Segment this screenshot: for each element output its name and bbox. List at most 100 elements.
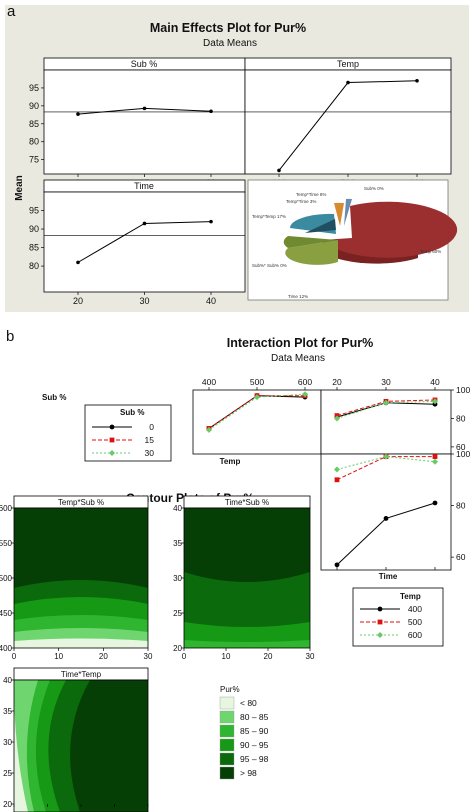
contour1-title: Temp*Sub % bbox=[58, 498, 104, 507]
sub-legend-label: 0 bbox=[149, 422, 154, 432]
sub-ytick-label: 85 bbox=[29, 119, 39, 129]
pie-slice-temptime bbox=[334, 202, 344, 226]
int-temp-top-tick-label: 400 bbox=[202, 377, 216, 387]
pie-label-time: Time 12% bbox=[288, 294, 308, 299]
int-temp-time-point bbox=[334, 477, 340, 483]
int-top-right-tick-label: 100 bbox=[456, 385, 470, 395]
contour3-ytick-label: 30 bbox=[3, 738, 12, 747]
interaction-temp-frame bbox=[192, 389, 322, 455]
sub-legend-label: 15 bbox=[145, 435, 155, 445]
sub-point bbox=[76, 112, 80, 116]
int-temp-time-point bbox=[383, 516, 389, 521]
pie-slice-temptemp-dark bbox=[305, 219, 336, 233]
int-temp-time-point bbox=[334, 466, 340, 473]
int-time-top-tick-label: 40 bbox=[430, 377, 440, 387]
contour2-ytick-label: 40 bbox=[173, 504, 182, 513]
pur-legend-label: 85 – 90 bbox=[240, 726, 269, 736]
temp-header-label: Temp bbox=[337, 59, 359, 69]
pur-legend-swatch bbox=[219, 766, 235, 780]
pie-slice-temp bbox=[322, 201, 458, 258]
contour1-ytick-label: 600 bbox=[0, 504, 13, 513]
contour3-ytick-label: 20 bbox=[3, 800, 12, 809]
contour1-fill bbox=[14, 508, 148, 648]
pur-legend-label: 90 – 95 bbox=[240, 740, 269, 750]
contour2-title: Time*Sub % bbox=[225, 498, 269, 507]
panel-letter-b: b bbox=[6, 328, 15, 345]
pie-slice-sub bbox=[344, 198, 352, 226]
pur-legend-title: Pur% bbox=[220, 685, 240, 694]
pie-chart bbox=[283, 198, 458, 265]
sub-legend-marker bbox=[109, 437, 115, 443]
panel-letter-a: a bbox=[7, 3, 16, 20]
int-time-point bbox=[383, 399, 389, 406]
int-time-top-tick-label: 20 bbox=[332, 377, 342, 387]
time-xtick-label: 20 bbox=[73, 296, 83, 306]
temp-legend-marker bbox=[377, 619, 383, 625]
interaction-subtitle: Data Means bbox=[271, 353, 325, 364]
sub-point bbox=[142, 106, 147, 111]
interaction-time-xlabel: Time bbox=[379, 572, 398, 581]
pie-label-temp: Temp 60% bbox=[420, 249, 441, 254]
int-temp-top-tick-label: 500 bbox=[250, 377, 264, 387]
sub-ytick-label: 80 bbox=[29, 137, 39, 147]
mean-axis-label: Mean bbox=[14, 175, 25, 201]
time-point bbox=[209, 219, 213, 224]
interaction-temp-xlabel: Temp bbox=[220, 457, 241, 466]
contour2-xtick-label: 10 bbox=[222, 652, 231, 661]
pur-legend-swatch bbox=[219, 696, 235, 710]
int-time-point bbox=[432, 398, 438, 405]
temp-point bbox=[277, 168, 281, 173]
pur-legend-label: 80 – 85 bbox=[240, 712, 269, 722]
contour1-xtick-label: 0 bbox=[12, 652, 17, 661]
contour2-ytick-label: 20 bbox=[173, 644, 182, 653]
time-ytick-label: 85 bbox=[29, 243, 39, 253]
contour3-fill bbox=[14, 680, 148, 812]
temp-point bbox=[346, 80, 350, 85]
sub-legend-marker bbox=[109, 424, 115, 430]
int-time-point bbox=[334, 415, 340, 422]
interaction-temp-time-frame bbox=[320, 453, 452, 571]
time-ytick-label: 80 bbox=[29, 261, 39, 271]
interaction-contour-chart: Interaction Plot for Pur% Data Means Sub… bbox=[0, 336, 470, 812]
main-effects-title: Main Effects Plot for Pur% bbox=[150, 21, 306, 35]
contour1-ytick-label: 500 bbox=[0, 574, 13, 583]
temp-legend-label: 500 bbox=[408, 617, 422, 627]
int-temp-series-15 bbox=[208, 395, 305, 429]
time-xtick-label: 30 bbox=[139, 296, 149, 306]
contour2-ytick-label: 30 bbox=[173, 574, 182, 583]
sub-legend-marker bbox=[109, 450, 115, 456]
temp-legend-label: 600 bbox=[408, 630, 422, 640]
sub-ytick-label: 90 bbox=[29, 101, 39, 111]
int-temp-point bbox=[302, 391, 308, 398]
contour2-ytick-label: 35 bbox=[173, 539, 182, 548]
contour1-xtick-label: 30 bbox=[144, 652, 153, 661]
contour1-xtick-label: 10 bbox=[54, 652, 63, 661]
contour3-ytick-label: 25 bbox=[3, 769, 12, 778]
int-time-top-tick-label: 30 bbox=[381, 377, 391, 387]
temp-plot-frame bbox=[244, 69, 452, 175]
sub-legend-header: Sub % bbox=[120, 408, 144, 417]
temp-legend-title: Temp bbox=[400, 592, 421, 601]
contour3-ytick-label: 40 bbox=[3, 676, 12, 685]
contour1-xtick-label: 20 bbox=[99, 652, 108, 661]
main-effects-chart: Main Effects Plot for Pur% Data Means Me… bbox=[14, 21, 458, 306]
sub-plot-frame bbox=[43, 69, 246, 175]
int-top-right-tick-label: 60 bbox=[456, 442, 466, 452]
int-temp-time-series-600 bbox=[336, 456, 436, 470]
sub-legend-box bbox=[84, 404, 172, 462]
time-ytick-label: 90 bbox=[29, 224, 39, 234]
pur-legend-label: 95 – 98 bbox=[240, 754, 269, 764]
int-bottom-right-tick-label: 80 bbox=[456, 501, 466, 511]
pur-legend-swatch bbox=[219, 724, 235, 738]
contour2-xtick-label: 0 bbox=[182, 652, 187, 661]
pur-legend-label: < 80 bbox=[240, 698, 257, 708]
int-temp-time-point bbox=[432, 458, 438, 465]
main-effects-subtitle: Data Means bbox=[203, 38, 257, 49]
contour3-ytick-label: 35 bbox=[3, 707, 12, 716]
pie-slice-time-top bbox=[283, 236, 338, 248]
int-bottom-right-tick-label: 100 bbox=[456, 449, 470, 459]
contour3-title: Time*Temp bbox=[61, 670, 102, 679]
pie-label-temptime-8: Temp*Time 8% bbox=[296, 192, 326, 197]
contour2-xtick-label: 20 bbox=[264, 652, 273, 661]
pie-label-temptime-3: Temp*Time 3% bbox=[286, 199, 316, 204]
